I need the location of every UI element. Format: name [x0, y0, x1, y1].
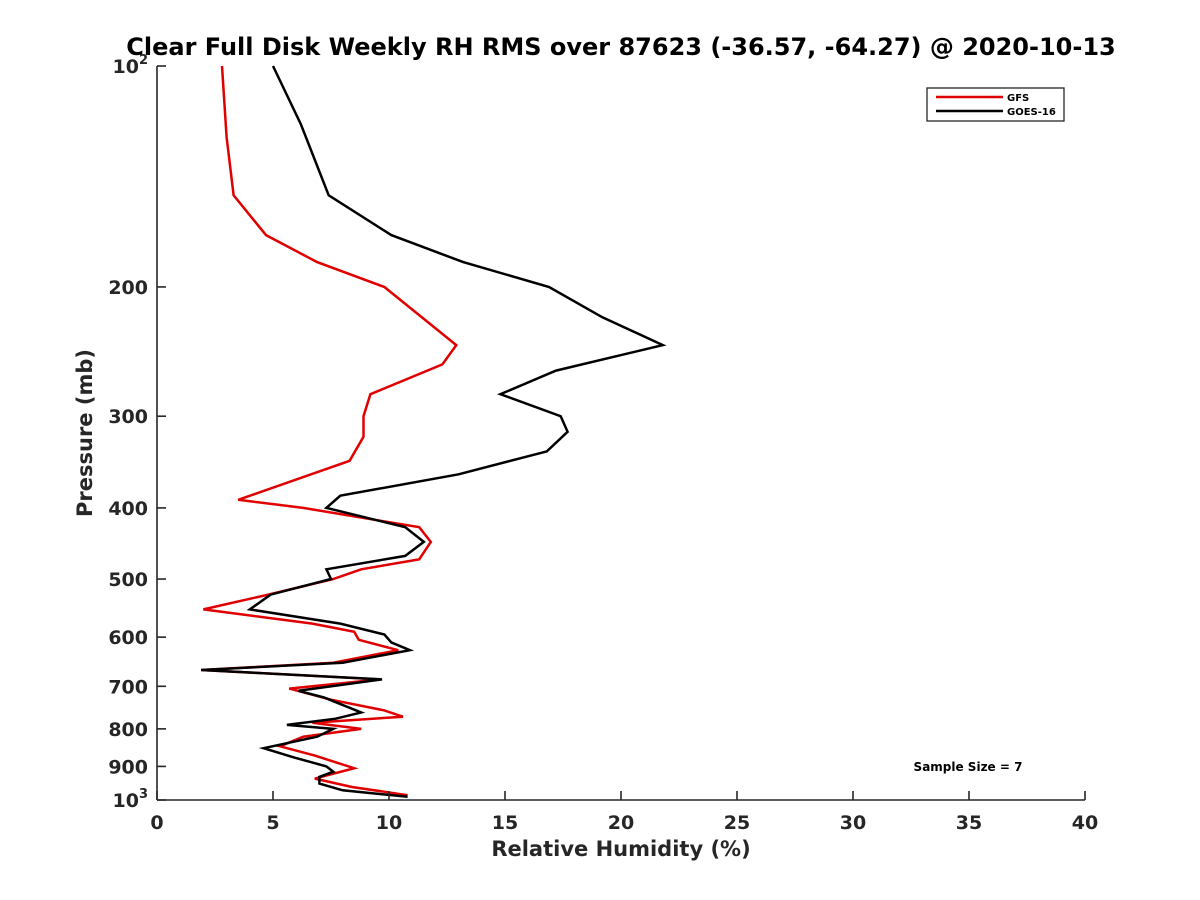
chart-title: Clear Full Disk Weekly RH RMS over 87623…	[126, 33, 1115, 61]
y-tick-label: 400	[108, 498, 148, 520]
y-axis-label: Pressure (mb)	[73, 349, 97, 517]
x-tick-label: 0	[150, 812, 163, 834]
legend-label-gfs: GFS	[1007, 93, 1029, 104]
x-tick-label: 40	[1072, 812, 1098, 834]
y-tick-label: 900	[108, 756, 148, 778]
x-axis-ticks: 0 5 10 15 20 25 30 35 40	[150, 791, 1098, 834]
y-tick-label: 600	[108, 627, 148, 649]
series-line-gfs	[201, 65, 459, 797]
y-axis-ticks: 102 200 300 400 500 600 700 800 900 103	[108, 53, 166, 812]
legend: GFS GOES-16	[926, 87, 1065, 122]
x-tick-label: 35	[956, 812, 982, 834]
legend-label-goes16: GOES-16	[1007, 107, 1056, 118]
y-tick-label: 103	[113, 787, 149, 812]
x-tick-label: 15	[492, 812, 518, 834]
y-tick-label: 700	[108, 676, 148, 698]
series-line-goes16	[201, 65, 667, 799]
y-tick-label: 102	[113, 53, 149, 78]
x-tick-label: 25	[724, 812, 750, 834]
sample-size-annotation: Sample Size = 7	[914, 760, 1023, 774]
plot-lines	[201, 65, 667, 799]
x-tick-label: 20	[608, 812, 634, 834]
x-tick-label: 5	[266, 812, 279, 834]
x-tick-label: 30	[840, 812, 866, 834]
x-axis-label: Relative Humidity (%)	[491, 837, 750, 861]
y-tick-label: 300	[108, 406, 148, 428]
x-tick-label: 10	[376, 812, 402, 834]
legend-box	[926, 87, 1065, 122]
y-tick-label: 800	[108, 719, 148, 741]
y-tick-label: 500	[108, 569, 148, 591]
y-tick-label: 200	[108, 277, 148, 299]
